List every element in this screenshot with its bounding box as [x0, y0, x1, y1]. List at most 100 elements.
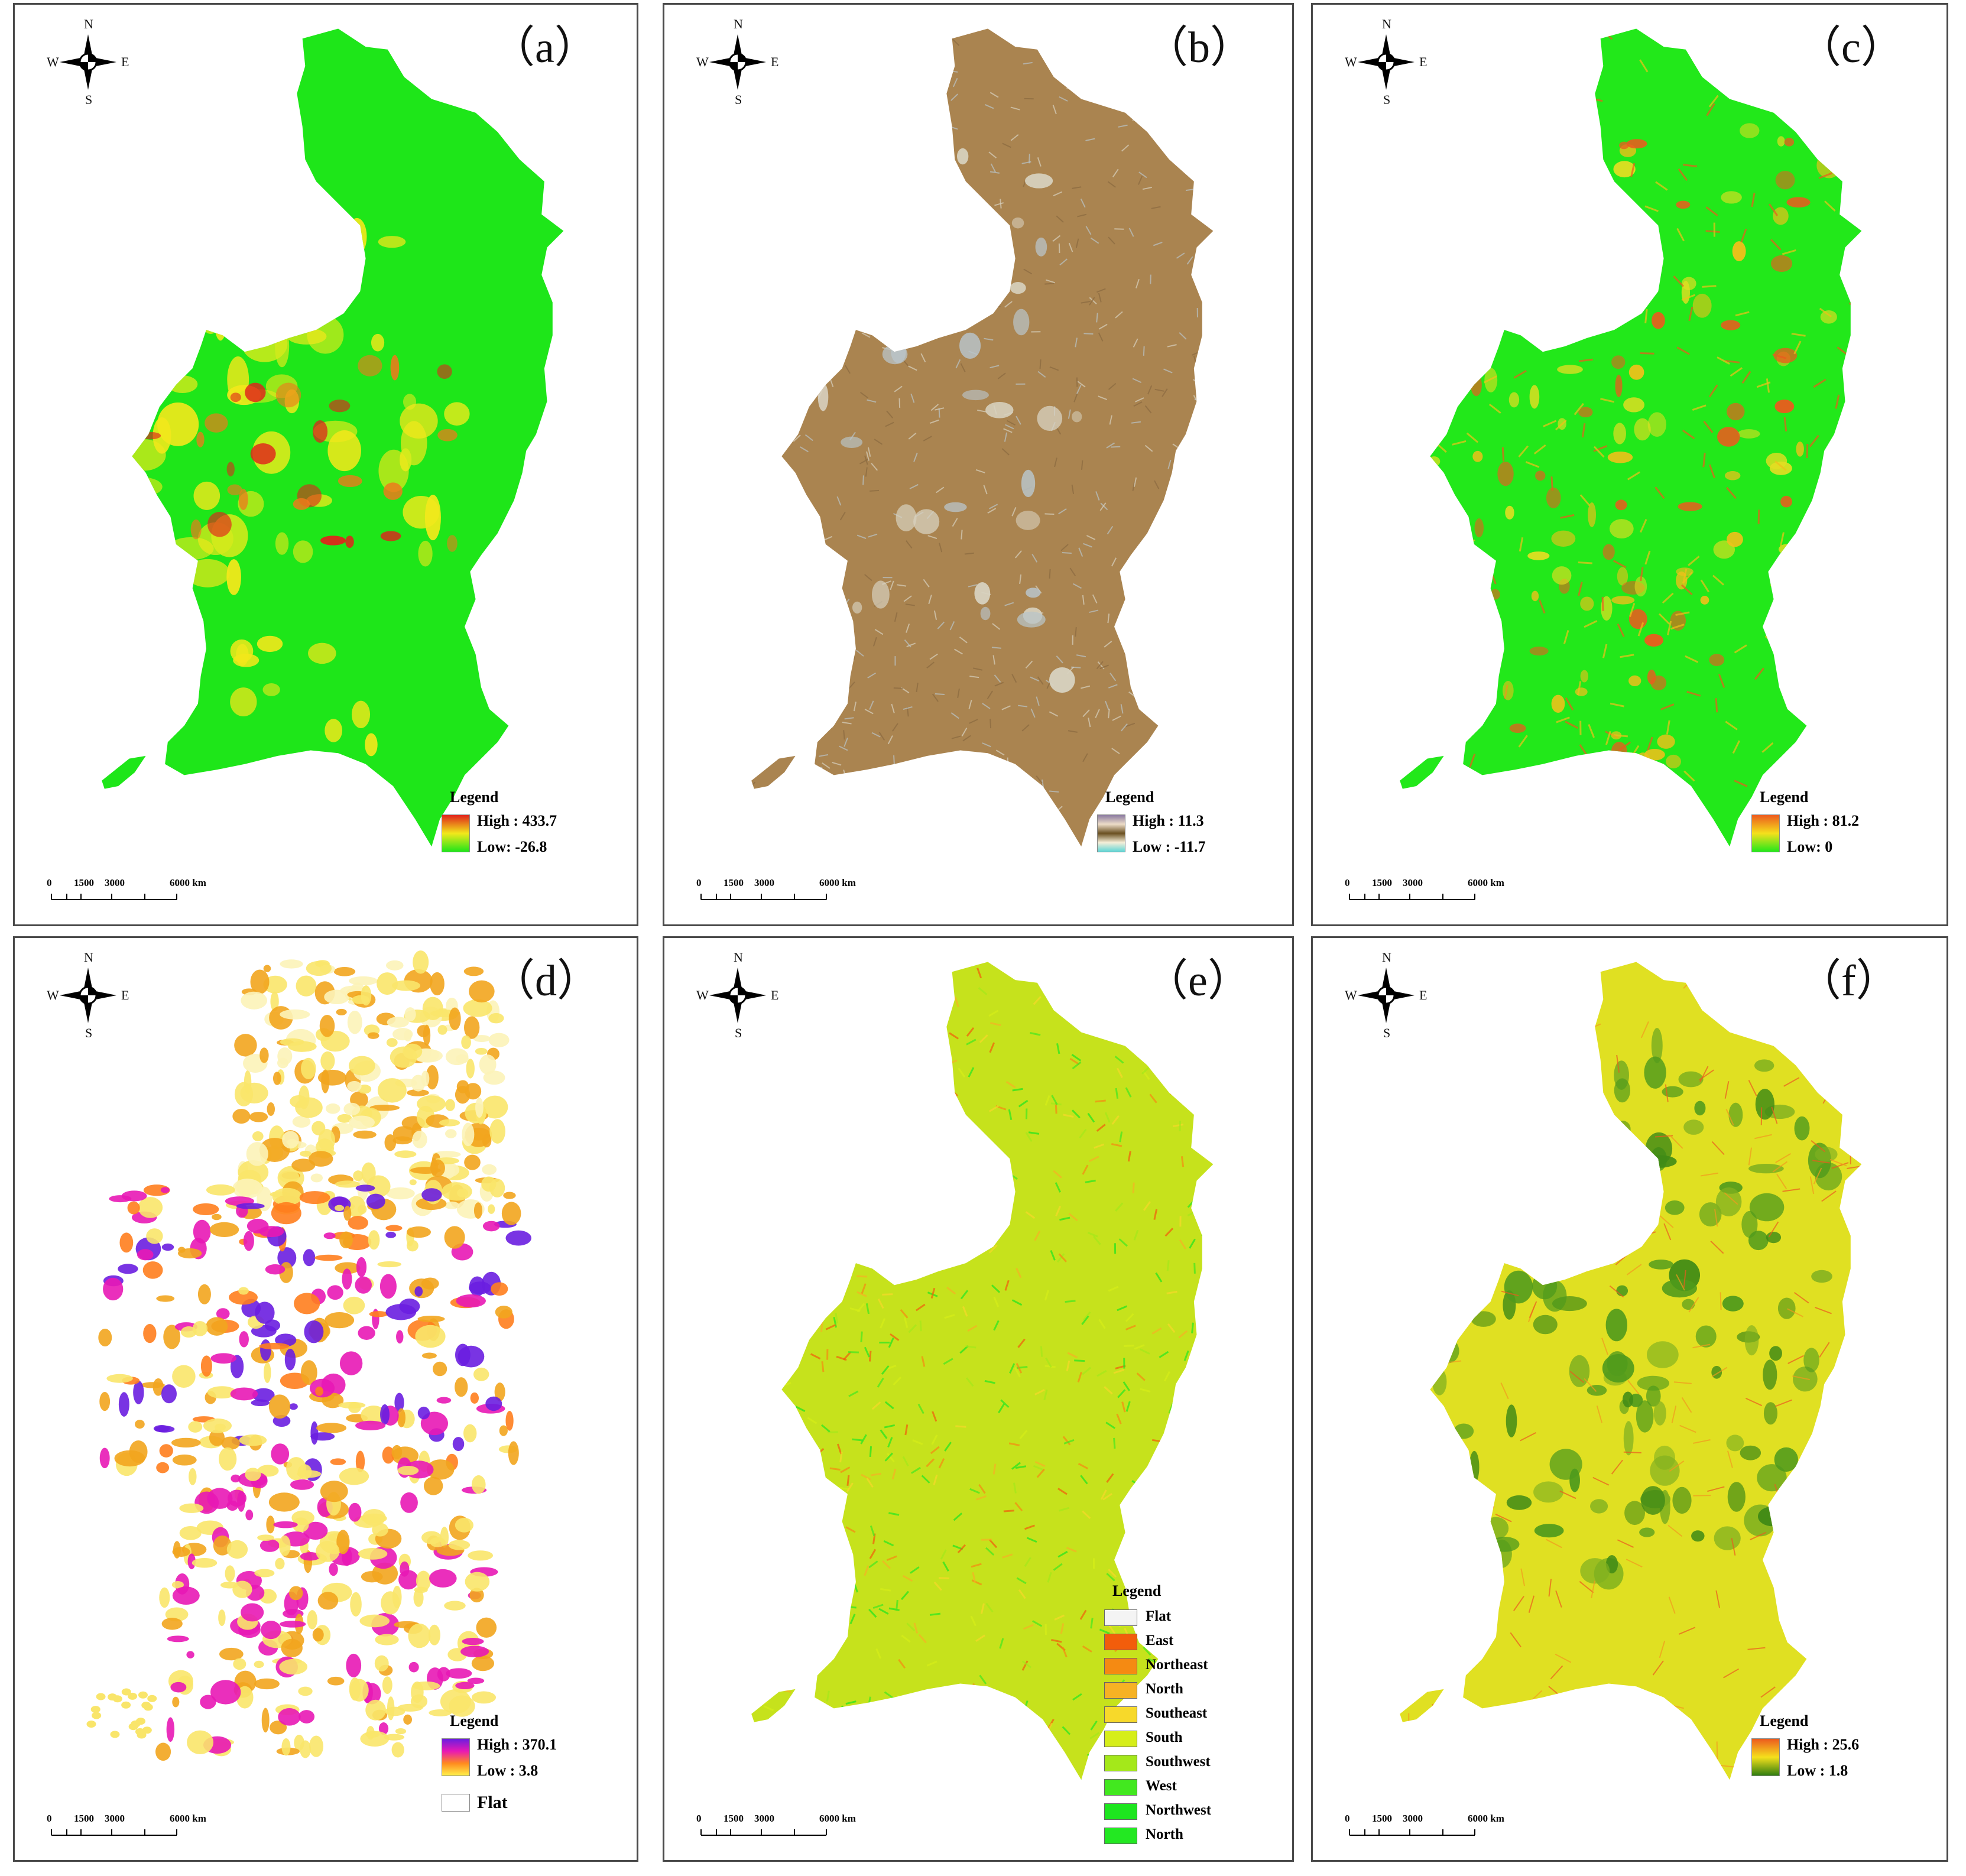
legend-low: Low: 0 — [1787, 838, 1833, 855]
compass-rose-icon — [60, 34, 116, 90]
aspect-legend-item: Flat — [1104, 1608, 1282, 1630]
legend-high: High : 25.6 — [1787, 1736, 1860, 1753]
scale-label-3: 6000 km — [819, 1813, 856, 1824]
compass-s: S — [1383, 1025, 1391, 1040]
compass-n: N — [734, 17, 743, 31]
legend-title: Legend — [1112, 1582, 1162, 1599]
compass-rose-icon — [1358, 968, 1415, 1023]
scale-label-2: 3000 — [105, 877, 125, 888]
panel-f: （f） N S W E Legend High : 25.6 Low : 1.8 0 1500 3… — [1311, 936, 1948, 1862]
scale-label-1: 1500 — [74, 1813, 94, 1824]
legend: Legend High : 433.7 Low: -26.8 — [442, 788, 595, 907]
region-outline — [781, 28, 1214, 847]
aspect-legend-item: West — [1104, 1778, 1282, 1799]
aspect-swatch — [1104, 1803, 1137, 1820]
compass-w: W — [47, 54, 59, 69]
legend-color-ramp — [1751, 1738, 1780, 1776]
scale-label-1: 1500 — [1372, 1813, 1392, 1824]
compass-w: W — [696, 988, 709, 1002]
scale-label-0: 0 — [47, 877, 52, 888]
legend: Legend High : 25.6 Low : 1.8 — [1751, 1712, 1905, 1830]
island — [751, 755, 796, 789]
aspect-label: Northwest — [1146, 1802, 1212, 1818]
legend-flat-swatch — [442, 1794, 470, 1812]
panel-e: （e） N S W E Legend Flat East Northeast North Sout… — [663, 936, 1294, 1862]
compass-rose-icon — [1358, 34, 1415, 90]
compass-w: W — [1345, 988, 1357, 1002]
scale-label-2: 3000 — [1403, 1813, 1423, 1824]
north-arrow-compass: N S W E — [696, 951, 779, 1040]
panel-a: （a） N S W E Legend High : 433.7 Low: -26.8 0 150… — [13, 3, 638, 926]
aspect-label: North — [1146, 1681, 1183, 1697]
north-arrow-compass: N S W E — [1345, 951, 1428, 1040]
aspect-swatch — [1104, 1828, 1137, 1844]
scale-label-1: 1500 — [724, 877, 744, 888]
panel-label-e: （e） — [1144, 957, 1251, 1005]
compass-e: E — [771, 988, 779, 1002]
aspect-swatch — [1104, 1658, 1137, 1674]
scale-label-3: 6000 km — [170, 877, 206, 888]
map-area — [1400, 28, 1862, 847]
aspect-label: North — [1146, 1826, 1183, 1842]
scale-label-0: 0 — [696, 1813, 702, 1824]
aspect-legend-item: North — [1104, 1826, 1282, 1848]
compass-w: W — [696, 54, 709, 69]
legend-color-ramp — [1751, 814, 1780, 852]
aspect-legend-item: South — [1104, 1729, 1282, 1751]
scale-bar: 0 1500 3000 6000 km — [1345, 1813, 1514, 1839]
compass-n: N — [1382, 950, 1391, 965]
panel-d: （d） N S W E Legend High : 370.1 Low : 3.8 Flat 0… — [13, 936, 638, 1862]
aspect-label: East — [1146, 1632, 1174, 1648]
compass-rose-icon — [709, 968, 766, 1023]
scale-bar: 0 1500 3000 6000 km — [696, 1813, 865, 1839]
compass-e: E — [121, 988, 129, 1002]
aspect-label: West — [1146, 1778, 1177, 1794]
scale-bar: 0 1500 3000 6000 km — [47, 877, 216, 903]
island — [751, 1689, 796, 1722]
scale-label-3: 6000 km — [819, 877, 856, 888]
legend-color-ramp — [1097, 814, 1125, 852]
scale-label-0: 0 — [47, 1813, 52, 1824]
scale-bar-graphic — [1349, 1829, 1475, 1836]
aspect-label: Northeast — [1146, 1657, 1208, 1673]
scale-label-2: 3000 — [754, 877, 774, 888]
legend-title: Legend — [1105, 788, 1154, 806]
legend-low: Low : 3.8 — [477, 1762, 538, 1779]
scale-label-1: 1500 — [74, 877, 94, 888]
legend: Legend High : 370.1 Low : 3.8 Flat — [442, 1712, 595, 1830]
north-arrow-compass: N S W E — [696, 18, 779, 106]
legend-high: High : 433.7 — [477, 812, 557, 829]
scale-label-0: 0 — [1345, 877, 1350, 888]
legend-high: High : 370.1 — [477, 1736, 557, 1753]
aspect-legend-item: North — [1104, 1681, 1282, 1702]
legend-title: Legend — [1760, 1712, 1809, 1729]
compass-rose-icon — [709, 34, 766, 90]
panel-label-d: （d） — [491, 957, 601, 1005]
aspect-legend-item: Northeast — [1104, 1657, 1282, 1678]
panel-c: （c） N S W E Legend High : 81.2 Low: 0 0 1500 3000… — [1311, 3, 1948, 926]
aspect-label: South — [1146, 1729, 1183, 1745]
scale-bar-graphic — [51, 1829, 177, 1836]
legend-high: High : 11.3 — [1133, 812, 1204, 829]
compass-n: N — [84, 950, 93, 965]
legend-color-ramp — [442, 814, 470, 852]
compass-e: E — [771, 54, 779, 69]
scale-label-0: 0 — [1345, 1813, 1350, 1824]
scale-bar: 0 1500 3000 6000 km — [696, 877, 865, 903]
terrain-patches — [86, 950, 531, 1761]
legend-flat: Flat — [477, 1793, 508, 1812]
aspect-swatch — [1104, 1609, 1137, 1626]
scale-label-2: 3000 — [754, 1813, 774, 1824]
scale-bar-graphic — [51, 894, 177, 900]
compass-s: S — [85, 92, 93, 107]
scale-label-3: 6000 km — [1468, 1813, 1504, 1824]
north-arrow-compass: N S W E — [47, 951, 129, 1040]
aspect-swatch — [1104, 1634, 1137, 1650]
scale-bar-graphic — [700, 894, 827, 900]
compass-n: N — [84, 17, 93, 31]
scale-bar: 0 1500 3000 6000 km — [47, 1813, 216, 1839]
region-outline — [781, 962, 1214, 1780]
compass-w: W — [1345, 54, 1357, 69]
legend-low: Low : -11.7 — [1133, 838, 1206, 855]
legend-low: Low : 1.8 — [1787, 1762, 1848, 1779]
